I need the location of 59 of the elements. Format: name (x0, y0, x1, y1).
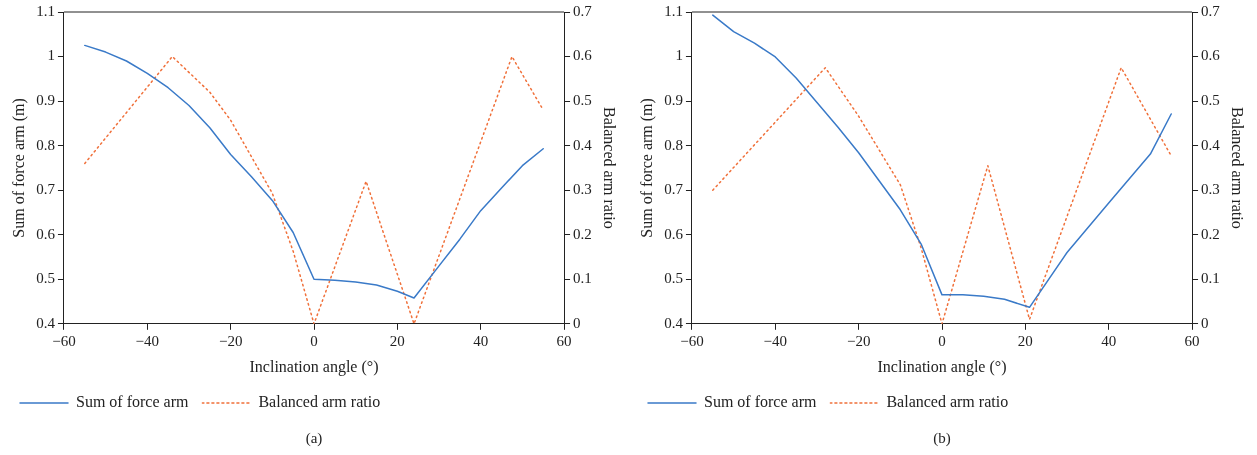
y2-tick-label: 0.2 (573, 225, 592, 242)
y2-tick-label: 0.7 (573, 2, 593, 19)
y2-tick-label: 0.6 (573, 47, 593, 64)
y2-tick-label: 0.5 (1201, 92, 1220, 109)
x-tick-label: −60 (52, 332, 76, 349)
y2-tick-label: 0.3 (573, 181, 592, 198)
y2-tick-label: 0 (573, 314, 581, 331)
y2-axis-title: Balanced arm ratio (1229, 107, 1247, 229)
y2-tick-label: 0.6 (1201, 47, 1221, 64)
x-tick-label: −40 (135, 332, 160, 349)
y2-tick-label: 0.7 (1201, 2, 1221, 19)
y-axis-title: Sum of force arm (m) (637, 98, 656, 238)
legend-label: Sum of force arm (76, 393, 189, 411)
x-tick-label: 60 (556, 332, 572, 349)
y-tick-label: 0.9 (36, 92, 55, 109)
y2-axis-title: Balanced arm ratio (601, 107, 619, 229)
x-axis-title: Inclination angle (°) (877, 357, 1007, 376)
y-tick-label: 1.1 (36, 2, 55, 19)
x-tick-label: 40 (1101, 332, 1117, 349)
x-axis-title: Inclination angle (°) (249, 357, 379, 376)
text: (a) (305, 430, 323, 448)
y2-tick-label: 0.3 (1201, 181, 1220, 198)
x-tick-label: 20 (1017, 332, 1033, 349)
y-tick-label: 0.7 (36, 181, 56, 198)
legend-label: Sum of force arm (704, 393, 817, 411)
legend-label: Balanced arm ratio (886, 393, 1009, 411)
y-tick-label: 0.5 (36, 270, 55, 287)
x-tick-label: 60 (1184, 332, 1200, 349)
y-tick-label: 1.1 (664, 2, 683, 19)
y-tick-label: 0.6 (36, 225, 56, 242)
y-tick-label: 0.7 (664, 181, 684, 198)
y2-tick-label: 0.2 (1201, 225, 1220, 242)
y2-tick-label: 0.4 (1201, 136, 1221, 153)
x-tick-label: 0 (310, 332, 318, 349)
y-tick-label: 0.6 (664, 225, 684, 242)
y-tick-label: 1 (47, 47, 55, 64)
y-tick-label: 0.8 (36, 136, 55, 153)
y-tick-label: 0.9 (664, 92, 683, 109)
x-tick-label: 40 (473, 332, 489, 349)
y2-tick-label: 0 (1201, 314, 1209, 331)
x-tick-label: 0 (938, 332, 946, 349)
y-tick-label: 0.5 (664, 270, 683, 287)
y2-tick-label: 0.5 (573, 92, 592, 109)
x-tick-label: 20 (389, 332, 405, 349)
y2-tick-label: 0.1 (573, 270, 592, 287)
y-tick-label: 0.4 (36, 314, 56, 331)
x-tick-label: −20 (218, 332, 243, 349)
y-tick-label: 1 (675, 47, 683, 64)
x-tick-label: −60 (680, 332, 704, 349)
y2-tick-label: 0.1 (1201, 270, 1220, 287)
legend-label: Balanced arm ratio (258, 393, 381, 411)
line-series (712, 66, 1172, 324)
y-axis-title: Sum of force arm (m) (9, 98, 28, 238)
y-tick-label: 0.8 (664, 136, 683, 153)
text: (b) (933, 430, 951, 448)
y2-tick-label: 0.4 (573, 136, 593, 153)
y-tick-label: 0.4 (664, 314, 684, 331)
x-tick-label: −40 (763, 332, 788, 349)
x-tick-label: −20 (846, 332, 871, 349)
